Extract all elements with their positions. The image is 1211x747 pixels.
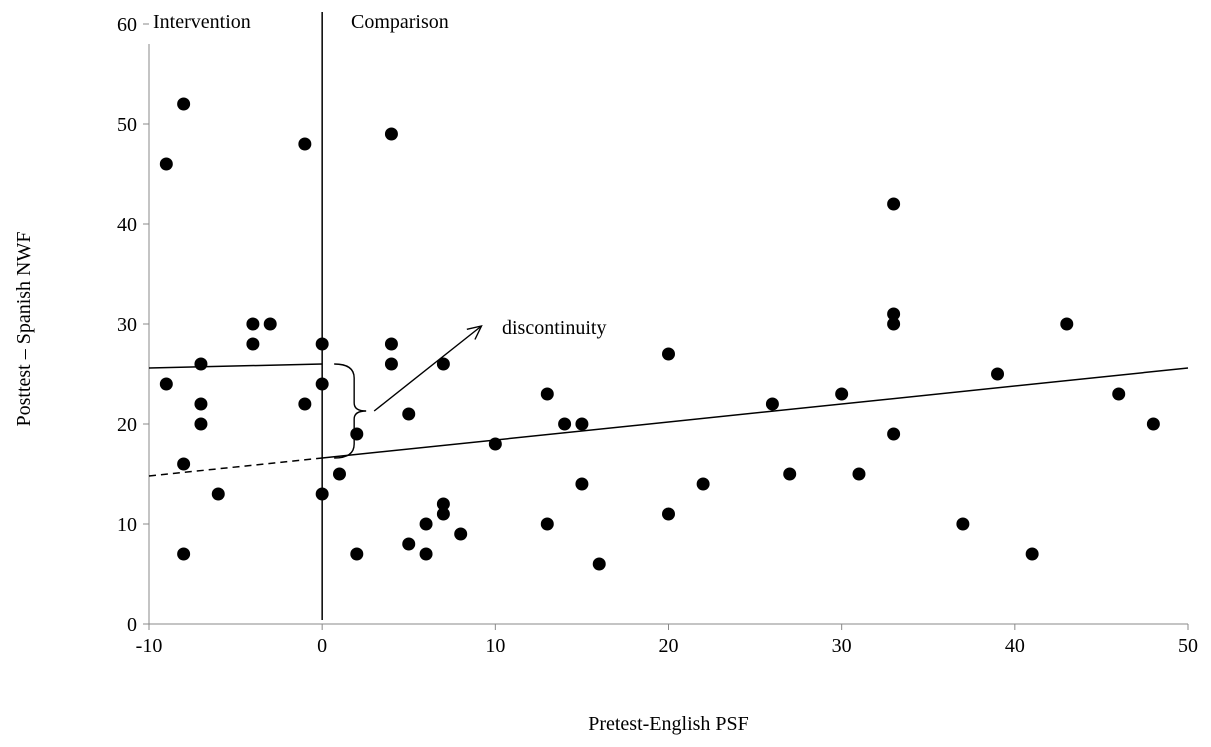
data-point <box>436 357 450 371</box>
data-points <box>159 97 1160 571</box>
data-point <box>419 517 433 531</box>
data-point <box>696 477 710 491</box>
x-tick-label: 50 <box>1178 635 1198 657</box>
data-point <box>194 417 208 431</box>
data-point <box>194 357 208 371</box>
data-point <box>315 487 329 501</box>
y-axis-title: Posttest – Spanish NWF <box>13 231 35 426</box>
data-point <box>436 497 450 511</box>
data-point <box>436 507 450 521</box>
data-point <box>1025 547 1039 561</box>
data-point <box>315 377 329 391</box>
data-point <box>1060 317 1074 331</box>
data-point <box>159 157 173 171</box>
x-tick-label: 20 <box>659 635 679 657</box>
data-point <box>887 307 901 321</box>
data-point <box>662 507 675 521</box>
data-point <box>315 337 329 351</box>
data-point <box>419 547 433 561</box>
data-point <box>835 387 849 401</box>
x-tick-label: -10 <box>136 635 163 657</box>
data-point <box>454 527 468 541</box>
intervention-fit-line <box>148 363 323 369</box>
data-point <box>384 127 398 141</box>
y-tick-label: 40 <box>117 214 137 236</box>
x-tick-label: 0 <box>317 635 327 657</box>
data-point <box>298 397 312 411</box>
data-point <box>852 467 866 481</box>
data-point <box>159 377 173 391</box>
data-point <box>402 407 416 421</box>
x-tick-label: 40 <box>1005 635 1025 657</box>
data-point <box>575 477 589 491</box>
discontinuity-label: discontinuity <box>502 317 606 339</box>
x-tick-label: 30 <box>832 635 852 657</box>
comparison-fit-line <box>322 367 1189 459</box>
data-point <box>887 197 901 211</box>
data-point <box>246 317 260 331</box>
data-point <box>991 367 1005 381</box>
data-point <box>263 317 277 331</box>
data-point <box>887 317 901 331</box>
annotations: Intervention Comparison discontinuity <box>153 11 606 459</box>
data-point <box>246 337 260 351</box>
x-axis-title: Pretest-English PSF <box>588 713 749 735</box>
data-point <box>332 467 346 481</box>
data-point <box>558 417 572 431</box>
data-point <box>765 397 779 411</box>
comparison-label: Comparison <box>351 11 449 33</box>
discontinuity-arrow-head <box>466 325 483 340</box>
y-tick-label: 60 <box>117 14 137 36</box>
data-point <box>384 337 398 351</box>
data-point <box>402 537 416 551</box>
data-point <box>1112 387 1126 401</box>
data-point <box>540 387 554 401</box>
x-tick-label: 10 <box>485 635 505 657</box>
intervention-label: Intervention <box>153 11 251 33</box>
fit-lines <box>148 363 1189 477</box>
data-point <box>887 427 901 441</box>
data-point <box>956 517 970 531</box>
data-point <box>783 467 797 481</box>
data-point <box>350 547 364 561</box>
discontinuity-brace <box>334 363 367 459</box>
y-tick-label: 50 <box>117 114 137 136</box>
discontinuity-arrow-shaft <box>373 325 482 412</box>
data-point <box>662 347 675 361</box>
data-point <box>540 517 554 531</box>
y-tick-label: 0 <box>127 614 137 636</box>
data-point <box>575 417 589 431</box>
data-point <box>177 457 191 471</box>
data-point <box>592 557 606 571</box>
data-point <box>194 397 208 411</box>
y-tick-label: 20 <box>117 414 137 436</box>
data-point <box>350 427 364 441</box>
data-point <box>384 357 398 371</box>
data-point <box>211 487 225 501</box>
data-point <box>177 97 191 111</box>
comparison-extrapolated-line <box>148 457 323 477</box>
data-point <box>488 437 502 451</box>
y-tick-label: 10 <box>117 514 137 536</box>
data-point <box>1146 417 1160 431</box>
data-point <box>177 547 191 561</box>
y-tick-label: 30 <box>117 314 137 336</box>
data-point <box>298 137 312 151</box>
